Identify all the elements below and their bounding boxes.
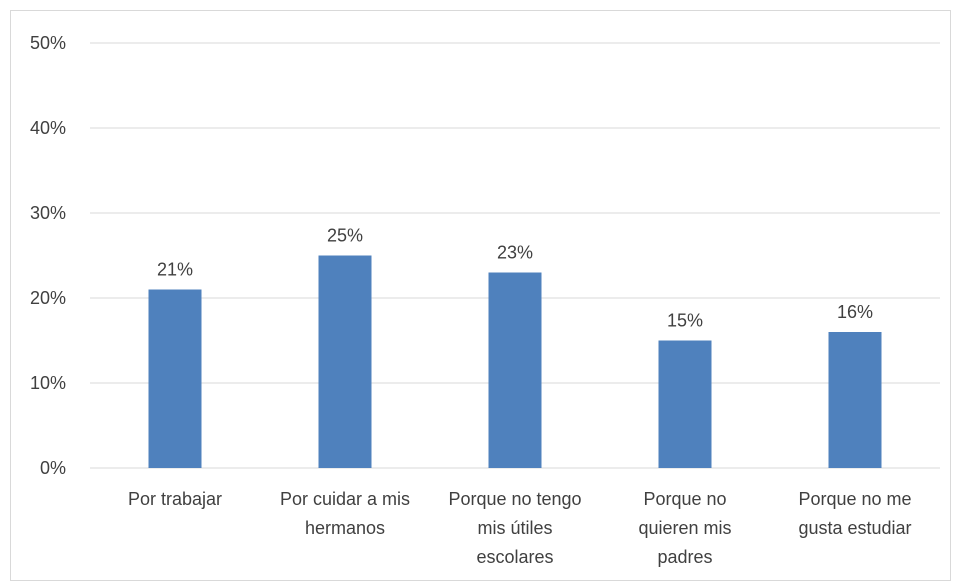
x-tick-label: Porque no tengo: [448, 489, 581, 509]
x-tick-label: gusta estudiar: [798, 518, 911, 538]
data-label: 23%: [497, 243, 533, 263]
x-tick-label: Porque no me: [798, 489, 911, 509]
data-label: 25%: [327, 226, 363, 246]
bar: [318, 255, 372, 468]
y-tick-label: 20%: [30, 288, 66, 308]
y-tick-label: 40%: [30, 118, 66, 138]
y-tick-label: 0%: [40, 458, 66, 478]
x-tick-label: escolares: [476, 547, 553, 567]
x-tick-label: Porque no: [643, 489, 726, 509]
y-tick-label: 50%: [30, 33, 66, 53]
data-label: 15%: [667, 311, 703, 331]
data-label: 21%: [157, 260, 193, 280]
x-tick-label: Por cuidar a mis: [280, 489, 410, 509]
data-label: 16%: [837, 302, 873, 322]
bar: [148, 289, 202, 468]
bar: [488, 272, 542, 468]
bar: [658, 340, 712, 468]
bar: [828, 332, 882, 468]
x-tick-label: quieren mis: [638, 518, 731, 538]
y-tick-label: 10%: [30, 373, 66, 393]
x-tick-label: mis útiles: [477, 518, 552, 538]
x-tick-label: Por trabajar: [128, 489, 222, 509]
y-tick-label: 30%: [30, 203, 66, 223]
x-tick-label: padres: [657, 547, 712, 567]
x-tick-label: hermanos: [305, 518, 385, 538]
